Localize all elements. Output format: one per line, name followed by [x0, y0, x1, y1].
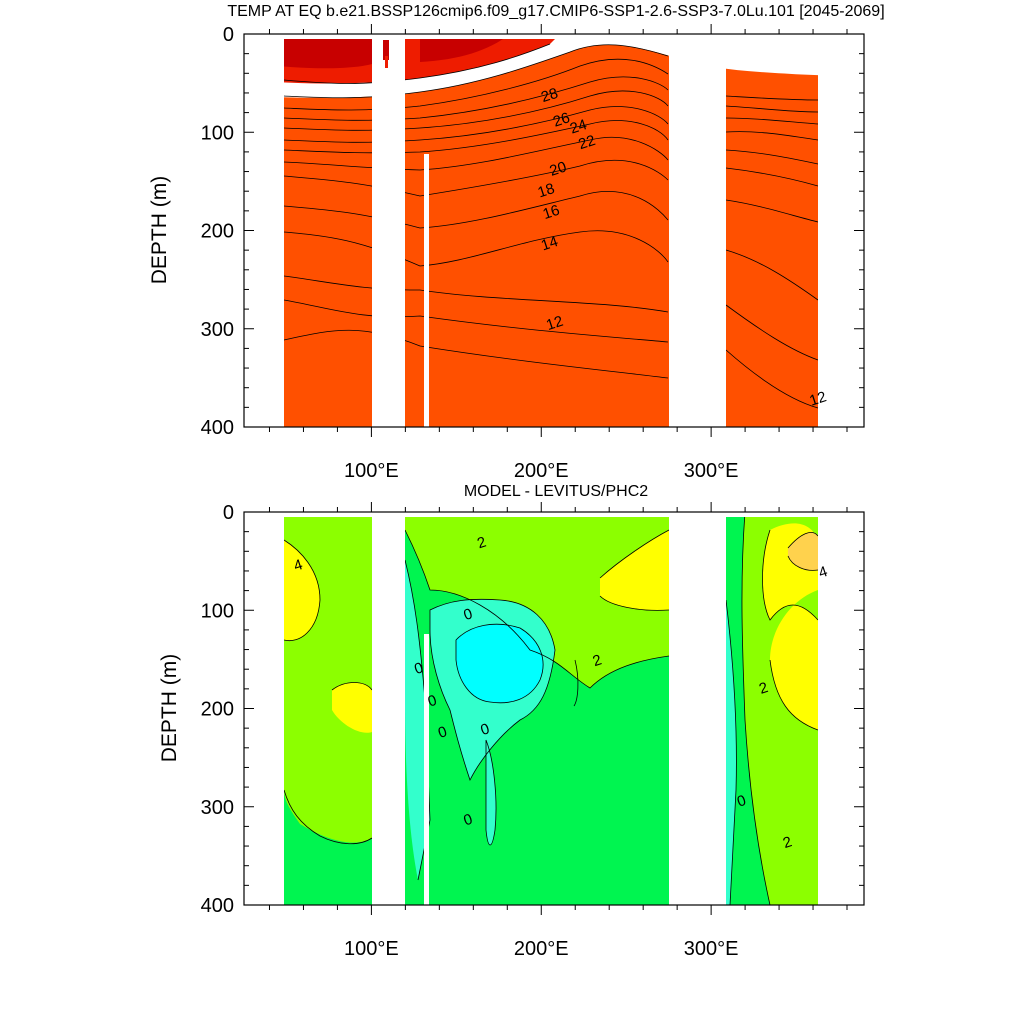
y-tick-label: 0	[223, 502, 234, 524]
bottom-y-axis-title: DEPTH (m)	[158, 654, 181, 763]
x-tick-label: 100°E	[344, 460, 399, 482]
bottom-panel-title: MODEL - LEVITUS/PHC2	[464, 483, 648, 500]
diff-cyan-core	[456, 624, 544, 703]
contour-label: 12	[807, 388, 828, 409]
x-tick-label: 200°E	[514, 460, 569, 482]
difference-field	[244, 512, 864, 905]
top-contour-lines	[283, 43, 819, 409]
y-tick-label: 200	[201, 699, 234, 721]
contour-label: 28	[539, 85, 560, 106]
contour-label: 20	[548, 158, 569, 179]
contour-label: 16	[541, 202, 562, 223]
contour-label: 26	[551, 109, 572, 130]
diff-orange-east	[788, 532, 818, 571]
diff-region-central	[405, 512, 669, 688]
top-island-marker	[383, 40, 389, 60]
top-land-mask	[244, 34, 864, 427]
top-axes: 0 100 200 300 400 100°E 200°E 300°E	[201, 24, 864, 482]
contour-label: 24	[568, 116, 589, 137]
y-tick-label: 100	[201, 122, 234, 144]
contour-label: 14	[539, 233, 560, 254]
contour-label: 18	[536, 180, 557, 201]
y-tick-label: 0	[223, 24, 234, 46]
y-tick-label: 300	[201, 319, 234, 341]
bottom-land-mask	[244, 512, 864, 905]
diff-teal-plume	[486, 740, 496, 845]
top-y-axis-title: DEPTH (m)	[148, 176, 171, 285]
x-tick-label: 300°E	[684, 938, 739, 960]
diff-teal-west-strip	[405, 560, 430, 880]
bottom-axes: 0 100 200 300 400 100°E 200°E 300°E	[201, 502, 864, 960]
x-tick-label: 300°E	[684, 460, 739, 482]
diff-yellow-west	[284, 540, 320, 641]
top-heatmap	[244, 34, 864, 427]
diff-yellow-west-2	[332, 682, 372, 733]
contour-label: 22	[576, 132, 597, 153]
top-island-marker-2	[385, 56, 388, 68]
bottom-panel: MODEL - LEVITUS/PHC2	[158, 483, 865, 960]
diff-yellow-east	[762, 523, 818, 730]
y-tick-label: 200	[201, 221, 234, 243]
y-tick-label: 100	[201, 600, 234, 622]
y-tick-label: 400	[201, 895, 234, 917]
y-tick-label: 400	[201, 417, 234, 439]
top-panel: TEMP AT EQ b.e21.BSSP126cmip6.f09_g17.CM…	[148, 3, 885, 482]
diff-yellow-central	[600, 530, 669, 611]
x-tick-label: 200°E	[514, 938, 569, 960]
top-panel-title: TEMP AT EQ b.e21.BSSP126cmip6.f09_g17.CM…	[227, 3, 884, 20]
y-tick-label: 300	[201, 797, 234, 819]
bottom-contour-lines	[283, 512, 819, 905]
bottom-heatmap	[244, 512, 864, 905]
contour-label: 12	[544, 313, 565, 334]
x-tick-label: 100°E	[344, 938, 399, 960]
